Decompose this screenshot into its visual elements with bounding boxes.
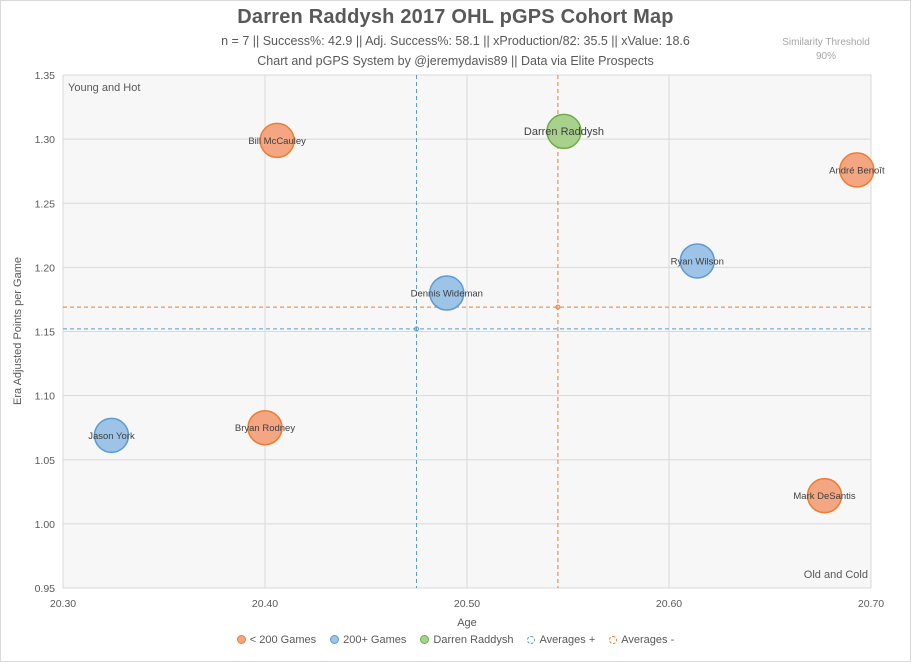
bubble-darren-raddysh: [546, 113, 582, 150]
chart-subtitle-credit: Chart and pGPS System by @jeremydavis89 …: [257, 54, 654, 68]
data-points: Bill McCauley Darren Raddysh André Benoît R…: [88, 113, 885, 514]
legend-swatch: [236, 635, 246, 644]
gridlines: [62, 74, 872, 589]
quadrant-label-old-cold: Old and Cold: [804, 569, 868, 581]
y-tick-label: 0.95: [35, 583, 56, 595]
legend-swatch: [527, 636, 536, 644]
x-axis-title: Age: [457, 617, 477, 629]
legend-item: Averages -: [609, 634, 674, 646]
y-tick-label: 1.00: [35, 519, 56, 531]
legend-label: Darren Raddysh: [433, 634, 514, 646]
x-tick-label: 20.50: [454, 598, 480, 610]
y-axis-title: Era Adjusted Points per Game: [12, 257, 24, 405]
legend-label: Averages -: [621, 634, 675, 646]
legend-swatch: [609, 636, 618, 644]
legend-label: < 200 Games: [249, 634, 317, 646]
legend-item: < 200 Games: [236, 634, 317, 646]
point-label: Mark DeSantis: [793, 491, 856, 502]
axes: 0.95 1.00 1.05 1.10 1.15 1.20 1.25 1.30 1.35 20.3…: [35, 70, 885, 610]
point-label: Bryan Rodney: [235, 423, 295, 434]
y-tick-label: 1.25: [35, 198, 56, 210]
point-label: Bill McCauley: [248, 136, 306, 147]
similarity-threshold: Similarity Threshold 90%: [762, 36, 890, 64]
legend-label: Averages +: [539, 634, 596, 646]
quadrant-label-young-hot: Young and Hot: [68, 82, 140, 94]
y-tick-label: 1.20: [35, 262, 56, 274]
y-tick-label: 1.35: [35, 70, 56, 82]
point-label: Darren Raddysh: [524, 126, 604, 138]
legend-item: Averages +: [527, 634, 595, 646]
y-tick-label: 1.15: [35, 327, 56, 339]
average-lines: [63, 75, 871, 588]
point-label: Dennis Wideman: [411, 289, 483, 300]
x-tick-label: 20.70: [858, 598, 884, 610]
legend-item: 200+ Games: [330, 634, 406, 646]
similarity-threshold-label: Similarity Threshold: [782, 37, 870, 48]
chart-subtitle-stats: n = 7 || Success%: 42.9 || Adj. Success%…: [221, 34, 690, 48]
y-tick-label: 1.30: [35, 134, 56, 146]
y-tick-label: 1.05: [35, 455, 56, 467]
average-plus-line-marker: [414, 326, 419, 332]
x-tick-label: 20.30: [50, 598, 76, 610]
legend-swatch: [420, 635, 430, 644]
legend-item: Darren Raddysh: [420, 634, 513, 646]
legend-swatch: [330, 635, 340, 644]
average-minus-line-marker: [555, 304, 561, 310]
similarity-threshold-value: 90%: [815, 51, 836, 62]
point-label: Jason York: [88, 431, 135, 442]
point-label: Ryan Wilson: [671, 256, 724, 267]
y-tick-label: 1.10: [35, 391, 56, 403]
chart-legend: < 200 Games 200+ Games Darren Raddysh Avera…: [0, 634, 911, 646]
chart-title: Darren Raddysh 2017 OHL pGPS Cohort Map: [237, 6, 674, 28]
bubble-bryan-rodney: [247, 409, 283, 446]
bubble-dennis-wideman: [429, 275, 465, 311]
bubble-bill-mccauley: [259, 122, 295, 159]
bubble-jason-york: [93, 417, 130, 454]
point-label: André Benoît: [829, 165, 885, 176]
bubble-mark-desantis: [806, 477, 843, 514]
legend-label: 200+ Games: [343, 634, 407, 646]
x-tick-label: 20.60: [656, 598, 682, 610]
bubble-andr-beno-t: [839, 152, 875, 188]
x-tick-label: 20.40: [252, 598, 278, 610]
bubble-ryan-wilson: [679, 243, 716, 279]
